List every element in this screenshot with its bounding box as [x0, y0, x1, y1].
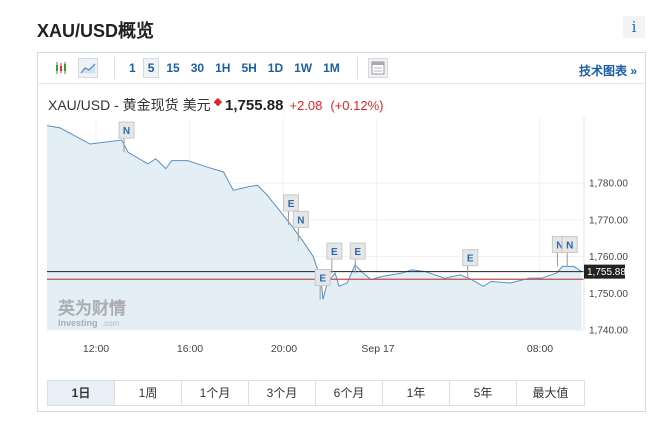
interval-15[interactable]: 15	[166, 61, 180, 75]
interval-1m[interactable]: 1M	[323, 61, 340, 75]
interval-1h[interactable]: 1H	[215, 61, 231, 75]
toolbar-divider	[356, 57, 358, 79]
instrument-name: XAU/USD - 黄金现货 美元	[48, 97, 211, 113]
event-marker-label: E	[331, 247, 338, 258]
range-1m[interactable]: 1个月	[182, 381, 249, 405]
event-marker-label: E	[354, 247, 361, 258]
chart-widget: 1 5 15 30 1H 5H 1D 1W 1M 技术图表 » XAU/USD …	[37, 52, 646, 412]
x-tick-label: 08:00	[527, 343, 553, 355]
watermark-logo: 英为财情	[58, 298, 126, 318]
interval-5[interactable]: 5	[142, 58, 160, 78]
event-marker-label: E	[319, 273, 326, 284]
realtime-indicator-icon: ◆	[213, 96, 223, 108]
last-price: 1,755.88	[225, 97, 284, 114]
event-marker	[462, 249, 479, 267]
event-marker	[326, 242, 343, 260]
range-6m[interactable]: 6个月	[316, 381, 383, 405]
y-tick-label: 1,750.00	[589, 289, 628, 300]
table-icon[interactable]	[367, 58, 388, 78]
event-marker-label: E	[467, 254, 474, 265]
watermark-logo: .com	[102, 319, 120, 328]
x-tick-label: 12:00	[83, 343, 109, 355]
range-selector: 1日 1周 1个月 3个月 6个月 1年 5年 最大值	[47, 380, 585, 406]
event-marker	[283, 194, 300, 212]
x-tick-label: 20:00	[271, 343, 297, 355]
range-max[interactable]: 最大值	[517, 381, 584, 405]
y-tick-label: 1,780.00	[589, 179, 628, 190]
current-price-tag-label: 1,755.88	[587, 267, 626, 278]
event-marker-label: N	[297, 215, 304, 226]
technical-chart-link[interactable]: 技术图表 »	[578, 64, 637, 78]
x-tick-label: 16:00	[177, 343, 203, 355]
interval-1[interactable]: 1	[129, 61, 136, 75]
area-chart-icon[interactable]	[78, 58, 98, 78]
info-button[interactable]: i	[623, 16, 645, 38]
event-marker-label: E	[288, 199, 295, 210]
x-tick-label: Sep 17	[361, 343, 394, 355]
event-marker	[561, 235, 578, 253]
interval-1w[interactable]: 1W	[294, 61, 313, 75]
range-3m[interactable]: 3个月	[249, 381, 316, 405]
range-1w[interactable]: 1周	[115, 381, 182, 405]
price-change-percent: (+0.12%)	[330, 98, 384, 113]
event-marker	[118, 121, 135, 139]
range-1y[interactable]: 1年	[383, 381, 450, 405]
quote-line: XAU/USD - 黄金现货 美元 ◆ 1,755.88 +2.08 (+0.12%)	[48, 95, 391, 115]
interval-5h[interactable]: 5H	[241, 61, 257, 75]
y-tick-label: 1,740.00	[589, 326, 628, 337]
range-5y[interactable]: 5年	[450, 381, 517, 405]
chart-toolbar: 1 5 15 30 1H 5H 1D 1W 1M 技术图表 »	[38, 53, 645, 84]
candlestick-icon[interactable]	[52, 58, 72, 78]
y-tick-label: 1,760.00	[589, 252, 628, 263]
page-title: XAU/USD概览	[37, 21, 155, 41]
event-marker	[349, 242, 366, 260]
event-marker	[314, 268, 331, 286]
event-marker	[292, 210, 309, 228]
y-tick-label: 1,770.00	[589, 215, 628, 226]
event-marker-label: N	[123, 126, 130, 137]
watermark-logo: Investing	[58, 318, 98, 328]
toolbar-divider	[114, 57, 115, 79]
event-marker-label: N	[556, 240, 563, 251]
range-1d[interactable]: 1日	[48, 381, 115, 405]
price-line	[46, 125, 582, 300]
current-price-tag	[584, 264, 625, 279]
interval-30[interactable]: 30	[190, 61, 205, 75]
price-change: +2.08	[289, 98, 323, 113]
interval-1d[interactable]: 1D	[267, 61, 284, 75]
event-marker-label: N	[566, 240, 573, 251]
